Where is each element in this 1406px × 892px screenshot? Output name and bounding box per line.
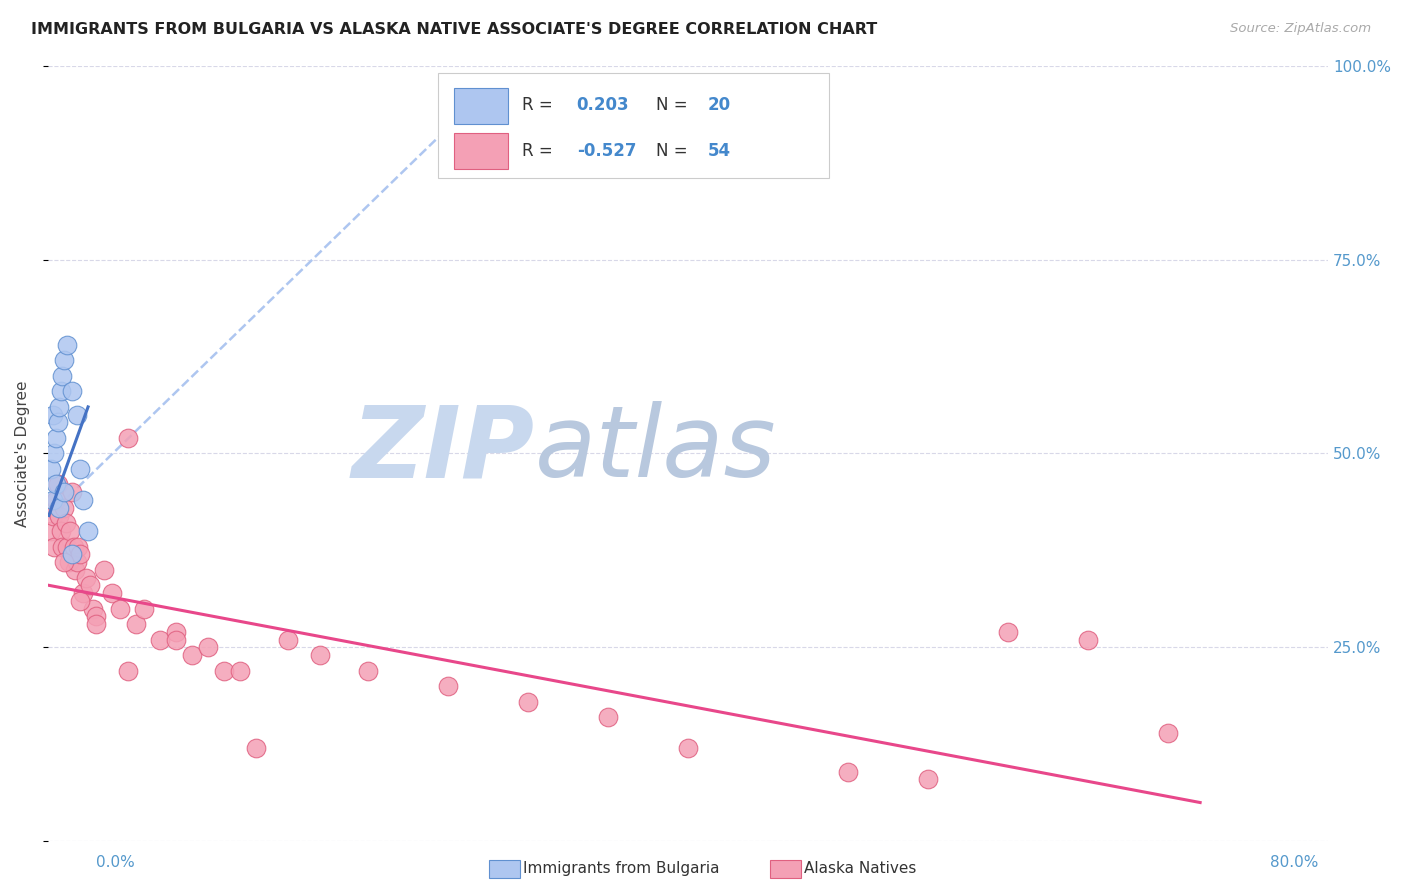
Point	[596, 710, 619, 724]
Point	[53, 485, 76, 500]
Point	[72, 493, 94, 508]
Text: atlas: atlas	[534, 401, 776, 498]
Point	[62, 540, 84, 554]
Point	[84, 617, 107, 632]
Point	[309, 648, 332, 662]
Text: 80.0%: 80.0%	[1271, 855, 1319, 870]
Text: R =: R =	[522, 96, 558, 114]
Point	[77, 524, 100, 538]
Point	[165, 624, 187, 639]
Point	[75, 571, 97, 585]
Point	[49, 384, 72, 399]
Point	[53, 500, 76, 515]
Point	[42, 493, 65, 508]
FancyBboxPatch shape	[454, 88, 508, 124]
Point	[165, 632, 187, 647]
Text: Source: ZipAtlas.com: Source: ZipAtlas.com	[1230, 22, 1371, 36]
Point	[69, 594, 91, 608]
Point	[39, 462, 62, 476]
Point	[917, 772, 939, 787]
Point	[49, 524, 72, 538]
Point	[125, 617, 148, 632]
Point	[48, 400, 70, 414]
Point	[48, 508, 70, 523]
Point	[60, 485, 83, 500]
Point	[46, 477, 69, 491]
Point	[60, 547, 83, 561]
Point	[45, 477, 67, 491]
Point	[117, 664, 139, 678]
Point	[42, 508, 65, 523]
Point	[58, 555, 80, 569]
Point	[149, 632, 172, 647]
Point	[60, 384, 83, 399]
Point	[108, 601, 131, 615]
Point	[245, 741, 267, 756]
Point	[72, 586, 94, 600]
Point	[66, 555, 89, 569]
Point	[84, 609, 107, 624]
Point	[56, 338, 79, 352]
Y-axis label: Associate's Degree: Associate's Degree	[15, 380, 30, 526]
Point	[42, 408, 65, 422]
Text: 0.203: 0.203	[576, 96, 630, 114]
Text: R =: R =	[522, 142, 558, 160]
Point	[1157, 725, 1180, 739]
Point	[66, 408, 89, 422]
Point	[45, 493, 67, 508]
Point	[181, 648, 204, 662]
Point	[117, 431, 139, 445]
Point	[53, 353, 76, 368]
Text: -0.527: -0.527	[576, 142, 637, 160]
Point	[79, 578, 101, 592]
Text: 20: 20	[707, 96, 731, 114]
FancyBboxPatch shape	[454, 133, 508, 169]
Point	[837, 764, 859, 779]
Text: Immigrants from Bulgaria: Immigrants from Bulgaria	[523, 862, 720, 876]
Point	[229, 664, 252, 678]
Point	[55, 516, 77, 531]
Point	[65, 563, 87, 577]
Text: N =: N =	[657, 96, 693, 114]
Text: 0.0%: 0.0%	[96, 855, 135, 870]
Point	[51, 540, 73, 554]
Point	[44, 540, 66, 554]
Text: IMMIGRANTS FROM BULGARIA VS ALASKA NATIVE ASSOCIATE'S DEGREE CORRELATION CHART: IMMIGRANTS FROM BULGARIA VS ALASKA NATIV…	[31, 22, 877, 37]
Point	[676, 741, 699, 756]
Text: ZIP: ZIP	[352, 401, 534, 498]
Point	[997, 624, 1019, 639]
Point	[82, 601, 104, 615]
Point	[1077, 632, 1099, 647]
Point	[45, 431, 67, 445]
Point	[56, 540, 79, 554]
FancyBboxPatch shape	[439, 73, 830, 178]
Point	[212, 664, 235, 678]
Point	[437, 679, 460, 693]
Point	[197, 640, 219, 655]
Text: Alaska Natives: Alaska Natives	[804, 862, 917, 876]
Point	[46, 416, 69, 430]
Point	[44, 446, 66, 460]
Point	[517, 695, 540, 709]
Point	[69, 547, 91, 561]
Point	[67, 540, 90, 554]
Point	[59, 524, 82, 538]
Point	[39, 524, 62, 538]
Text: 54: 54	[707, 142, 731, 160]
Point	[101, 586, 124, 600]
Point	[132, 601, 155, 615]
Text: N =: N =	[657, 142, 693, 160]
Point	[277, 632, 299, 647]
Point	[93, 563, 115, 577]
Point	[357, 664, 380, 678]
Point	[53, 555, 76, 569]
Point	[48, 500, 70, 515]
Point	[51, 368, 73, 383]
Point	[69, 462, 91, 476]
